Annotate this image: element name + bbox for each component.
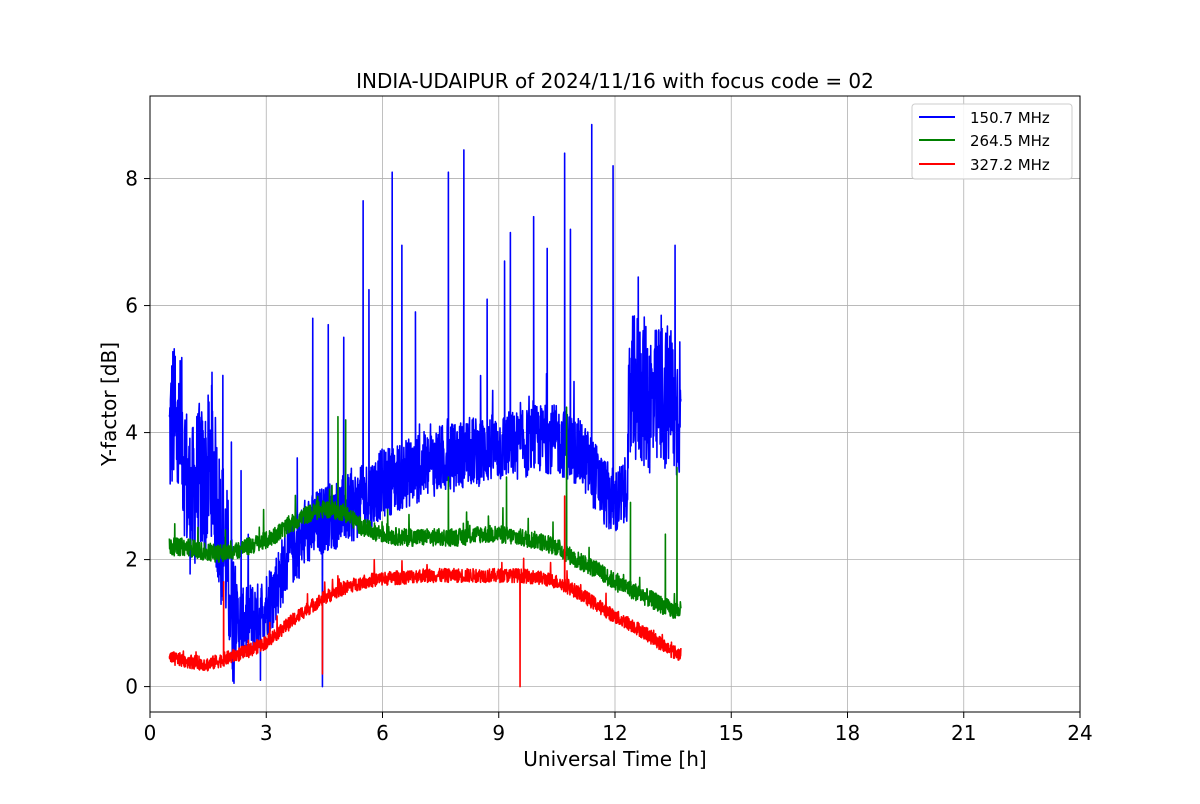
legend-label-series-0: 150.7 MHz [970,109,1050,127]
series-line-1 [168,406,682,619]
x-tick-label: 18 [835,721,860,745]
x-tick-label: 3 [260,721,273,745]
x-tick-label: 9 [492,721,505,745]
legend: 150.7 MHz 264.5 MHz 327.2 MHz [911,103,1073,180]
x-tick-label: 21 [951,721,976,745]
x-axis-label: Universal Time [h] [523,747,706,771]
x-tick-label: 0 [144,721,157,745]
y-tick-label: 6 [125,294,138,318]
series-line-0 [168,123,682,688]
x-tick-label: 24 [1067,721,1092,745]
y-tick-label: 0 [125,675,138,699]
legend-label-series-2: 327.2 MHz [970,156,1050,174]
y-axis-label: Y-factor [dB] [97,342,121,467]
x-tick-label: 15 [719,721,744,745]
y-tick-label: 2 [125,548,138,572]
x-tick-label: 6 [376,721,389,745]
chart-title: INDIA-UDAIPUR of 2024/11/16 with focus c… [356,69,874,93]
y-tick-label: 8 [125,167,138,191]
x-tick-label: 12 [602,721,627,745]
y-tick-label: 4 [125,421,138,445]
legend-label-series-1: 264.5 MHz [970,132,1050,150]
series-layer [168,123,682,688]
legend-box [911,103,1073,180]
series-line-2 [168,495,682,688]
